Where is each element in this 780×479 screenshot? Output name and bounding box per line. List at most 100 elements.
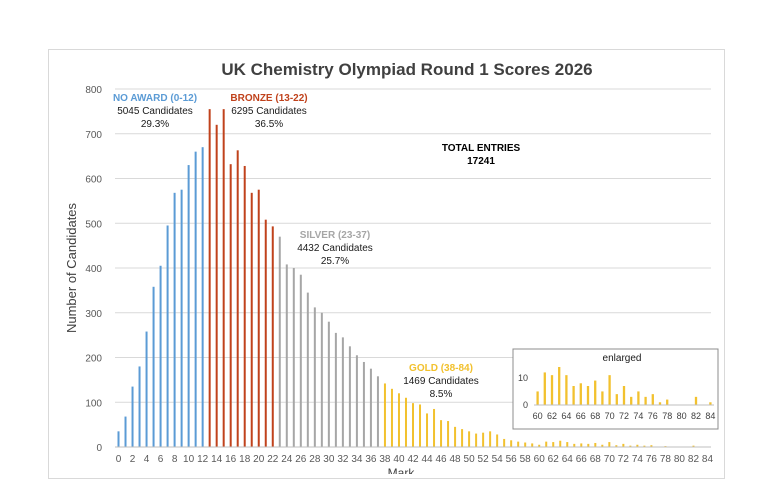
bar [496,434,498,447]
x-tick-label: 76 [646,454,658,465]
bar [300,275,302,447]
bar [447,421,449,447]
x-tick-label: 74 [632,454,644,465]
x-tick-label: 78 [660,454,672,465]
bar [216,125,218,447]
bar [412,403,414,447]
y-tick-label: 600 [85,175,102,186]
x-tick-label: 66 [576,454,588,465]
x-tick-label: 54 [492,454,504,465]
x-tick-label: 42 [407,454,419,465]
bar [454,427,456,447]
category-percent: 29.3% [141,119,169,130]
x-tick-label: 12 [197,454,209,465]
bar [195,152,197,447]
bar [524,443,526,447]
bar [265,220,267,447]
inset-bar [623,386,625,405]
category-percent: 36.5% [255,119,283,130]
chart-title: UK Chemistry Olympiad Round 1 Scores 202… [221,60,592,79]
bar [517,442,519,447]
inset-bar [644,397,646,405]
x-tick-label: 36 [365,454,377,465]
x-tick-label: 4 [144,454,150,465]
chart-frame: UK Chemistry Olympiad Round 1 Scores 202… [48,49,725,479]
bar [153,287,155,447]
category-label: SILVER (23-37) [300,230,370,241]
x-tick-label: 70 [604,454,616,465]
bar [370,369,372,447]
category-percent: 25.7% [321,256,349,267]
bar [433,409,435,447]
x-tick-label: 46 [435,454,447,465]
bar [356,355,358,447]
bar [202,147,204,447]
x-tick-label: 28 [309,454,321,465]
x-tick-label: 58 [520,454,532,465]
bar [328,322,330,447]
inset-bar [652,394,654,405]
bar [391,389,393,447]
x-tick-label: 38 [379,454,391,465]
x-tick-label: 0 [116,454,122,465]
inset-y-tick-label: 0 [523,400,528,410]
total-entries-value: 17241 [467,156,495,167]
x-tick-label: 6 [158,454,164,465]
inset-bar [666,400,668,405]
x-tick-label: 34 [351,454,363,465]
inset-bar [565,375,567,405]
x-tick-label: 68 [590,454,602,465]
bar [377,376,379,447]
x-tick-label: 72 [618,454,630,465]
x-tick-label: 2 [130,454,136,465]
x-tick-label: 16 [225,454,237,465]
bar [482,433,484,447]
bar [552,442,554,447]
category-candidates: 1469 Candidates [403,376,479,387]
bar [167,225,169,447]
inset-x-tick-label: 84 [705,411,715,421]
bar [279,237,281,447]
x-tick-label: 40 [393,454,405,465]
bar [594,443,596,447]
bar [286,264,288,447]
bar [405,398,407,447]
x-tick-label: 30 [323,454,335,465]
x-tick-label: 8 [172,454,178,465]
bar [503,439,505,447]
x-tick-label: 82 [688,454,700,465]
bar [181,190,183,447]
bar [510,440,512,447]
category-candidates: 5045 Candidates [117,106,193,117]
bar [132,387,134,447]
inset-bar [587,386,589,405]
bar [461,429,463,447]
bar [440,420,442,447]
bar [258,190,260,447]
bar [237,150,239,447]
bar [307,293,309,447]
inset-x-tick-label: 66 [576,411,586,421]
inset-x-tick-label: 70 [605,411,615,421]
bar [209,109,211,447]
bar [384,383,386,447]
x-tick-label: 80 [674,454,686,465]
inset-x-tick-label: 64 [561,411,571,421]
x-tick-label: 64 [562,454,574,465]
y-tick-label: 300 [85,309,102,320]
x-tick-label: 26 [295,454,307,465]
x-tick-label: 14 [211,454,223,465]
bar [342,337,344,447]
inset-x-tick-label: 74 [633,411,643,421]
y-tick-label: 800 [85,85,102,96]
bar [531,443,533,447]
bar [244,166,246,447]
inset-bar [630,397,632,405]
x-tick-label: 10 [183,454,195,465]
x-tick-label: 18 [239,454,251,465]
bar [426,413,428,447]
bar [293,268,295,447]
x-tick-label: 48 [450,454,462,465]
inset-x-tick-label: 80 [677,411,687,421]
inset-x-tick-label: 60 [533,411,543,421]
